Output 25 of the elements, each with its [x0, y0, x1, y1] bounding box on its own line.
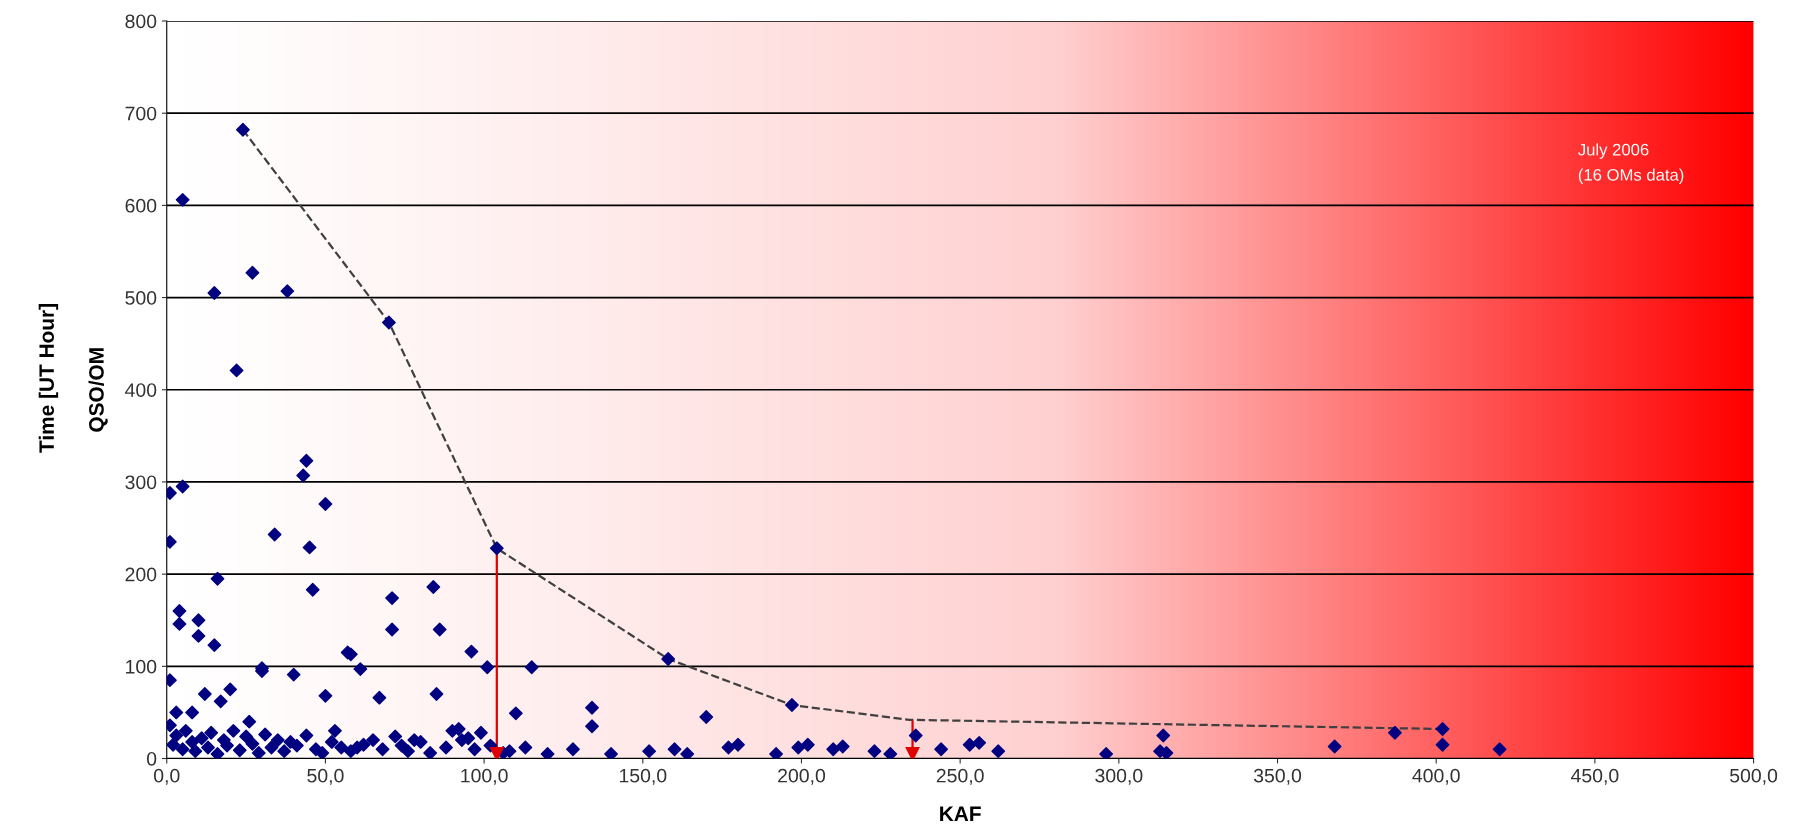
y-tick-label: 800: [125, 14, 157, 29]
y-tick-label: 400: [125, 383, 157, 397]
x-tick-label: 450,0: [1570, 768, 1619, 785]
x-tick-label: 200,0: [778, 768, 826, 785]
x-tick-label: 250,0: [936, 768, 984, 785]
y-tick-label: 100: [126, 659, 157, 674]
x-tick-label: 400,0: [1412, 768, 1460, 785]
y-tick-label: 300: [125, 475, 157, 490]
annotation: July 2006: [1578, 143, 1649, 159]
x-tick-label: 50,0: [307, 768, 344, 785]
x-tick-label: 0,0: [153, 768, 180, 785]
x-tick-label: 150,0: [619, 768, 667, 785]
y-axis-title: QSO/OM: [88, 348, 108, 432]
annotation: (16 OMs data): [1578, 168, 1684, 185]
x-axis-title: KAF: [940, 806, 981, 821]
y-tick-label: 700: [125, 106, 157, 121]
x-tick-label: 350,0: [1253, 768, 1302, 785]
x-tick-label: 500,0: [1730, 768, 1778, 785]
x-tick-label: 100,0: [461, 768, 508, 785]
x-tick-label: 300,0: [1095, 768, 1143, 785]
y-tick-label: 500: [125, 291, 157, 305]
y-tick-label: 0: [146, 751, 157, 766]
y-tick-label: 200: [125, 567, 157, 582]
y-tick-label: 600: [125, 198, 157, 213]
text: Time [UT Hour]: [38, 304, 59, 453]
